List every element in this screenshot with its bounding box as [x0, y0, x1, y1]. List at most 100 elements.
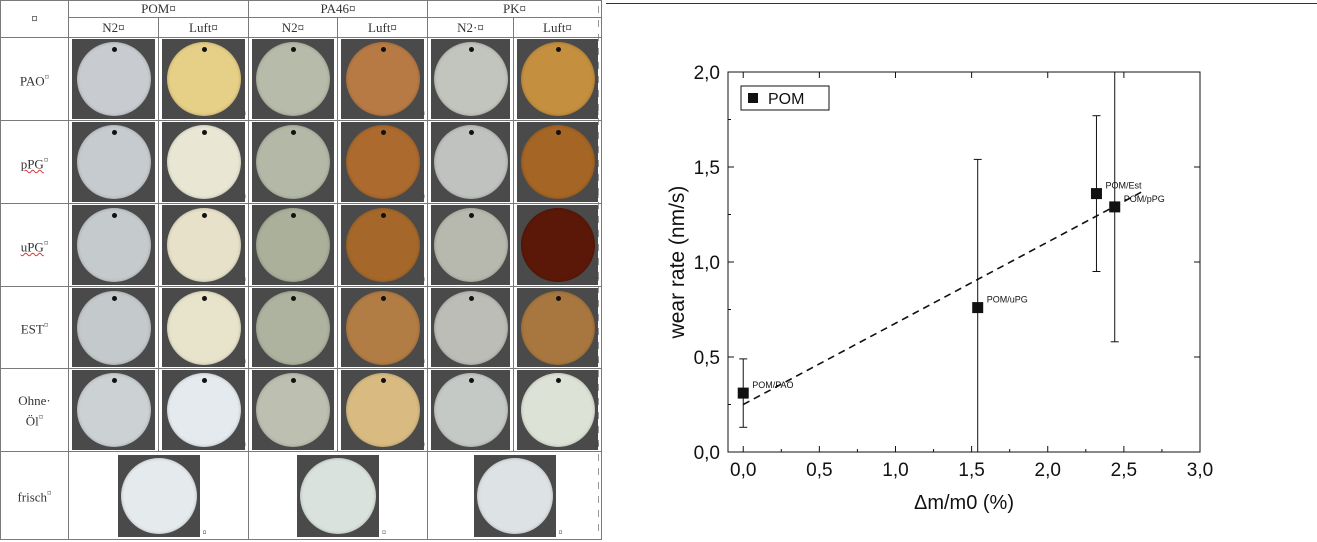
sample-photo — [473, 454, 556, 537]
cell-mark: ¤ — [595, 440, 599, 450]
disc-hole — [291, 212, 296, 218]
point-label: POM/PAO — [752, 380, 793, 390]
disc-hole — [555, 295, 561, 301]
sample-photo — [162, 39, 245, 120]
sample-disc — [345, 373, 420, 448]
sample-disc — [520, 42, 595, 117]
sample-disc — [256, 124, 330, 199]
y-tick-label: 2,0 — [694, 63, 720, 84]
x-axis-label: Δm/m0 (%) — [914, 492, 1014, 514]
sample-disc — [256, 290, 330, 365]
sample-photo — [431, 204, 510, 285]
y-tick-label: 0,0 — [694, 443, 720, 464]
paragraph-mark: ¤ — [44, 72, 50, 83]
cell-mark: ¤ — [558, 527, 563, 537]
sample-photo-cell: ¤ — [158, 37, 249, 122]
subheader-pa46-luft: Luft¤ — [337, 17, 428, 39]
y-axis-label: wear rate (nm/s) — [666, 186, 689, 340]
sample-photo — [341, 204, 424, 285]
sample-photo-cell — [427, 202, 514, 287]
x-tick-label: 2,5 — [1111, 460, 1137, 481]
sample-photo-cell: ¤ — [158, 120, 249, 204]
x-tick-label: 1,0 — [882, 460, 908, 481]
sample-disc — [520, 124, 595, 199]
sample-photo — [517, 287, 598, 368]
sample-photo — [517, 204, 598, 285]
subheader-pom-luft: Luft¤ — [158, 17, 249, 39]
sample-photo-cell — [248, 285, 338, 370]
disc-hole — [111, 378, 117, 384]
sample-photo — [162, 204, 245, 285]
group-header-pa46: PA46¤ — [248, 0, 428, 19]
sample-disc — [256, 207, 330, 282]
paragraph-mark: ¤ — [43, 237, 49, 248]
sample-body: PAO¤ ¤ ¤ ¤ pPG¤ ¤ ¤ ¤ uPG¤ ¤ ¤ ¤ EST¤ ¤ ¤ ¤ Ohne· Öl¤ ¤ ¤ ¤ f… — [0, 37, 602, 540]
row-label-text: pPG — [20, 156, 44, 172]
table-row: PAO¤ ¤ ¤ ¤ — [0, 37, 602, 122]
disc-hole — [380, 129, 386, 135]
sample-photo-cell — [248, 202, 338, 287]
disc-hole — [468, 378, 474, 384]
sample-photo-cell — [427, 368, 514, 453]
cell-mark: ¤ — [595, 274, 599, 284]
sample-disc — [166, 373, 241, 448]
cell-mark: ¤ — [421, 109, 425, 119]
sample-photo — [517, 122, 598, 202]
sample-disc — [76, 373, 151, 448]
sample-photo-cell — [427, 120, 514, 204]
data-point — [1109, 201, 1121, 213]
disc-hole — [111, 212, 117, 218]
disc-hole — [468, 212, 474, 218]
cell-mark: ¤ — [421, 440, 425, 450]
paragraph-mark: ¤ — [43, 154, 49, 165]
y-tick-label: 0,5 — [694, 348, 720, 369]
sample-photo — [162, 122, 245, 202]
sample-disc — [520, 290, 595, 365]
row-label: pPG¤ — [0, 120, 69, 204]
sample-photo — [252, 39, 334, 120]
table-row: EST¤ ¤ ¤ ¤ — [0, 285, 602, 370]
top-rule — [606, 3, 1317, 4]
subheader-pk-luft: Luft¤ — [513, 17, 602, 39]
table-row: uPG¤ ¤ ¤ ¤ — [0, 202, 602, 287]
sample-disc — [520, 207, 595, 282]
x-tick-label: 0,0 — [730, 460, 756, 481]
disc-hole — [201, 212, 207, 218]
cell-mark: ¤ — [595, 109, 599, 119]
sample-photo — [431, 370, 510, 451]
sample-photo-cell — [68, 37, 159, 122]
sample-disc — [520, 373, 595, 448]
x-tick-label: 1,5 — [958, 460, 984, 481]
x-tick-label: 3,0 — [1187, 460, 1213, 481]
sample-photo-cell: ¤ — [513, 120, 602, 204]
row-label-text: PAO — [19, 73, 45, 89]
row-label-text: Öl — [25, 412, 39, 428]
disc-hole — [201, 378, 207, 384]
sample-photo — [252, 370, 334, 451]
row-label-text: EST — [20, 321, 44, 337]
row-label-text: frisch — [17, 489, 48, 505]
sample-photo — [341, 122, 424, 202]
sample-disc — [345, 42, 420, 117]
table-row: pPG¤ ¤ ¤ ¤ — [0, 120, 602, 204]
sample-photo-table: ¤ POM¤ PA46¤ PK¤ N2¤ Luft¤ N2¤ Luft¤ N2·… — [0, 0, 602, 540]
sample-disc — [166, 290, 241, 365]
subheader-pom-n2: N2¤ — [68, 17, 159, 39]
row-label-text: Ohne· — [18, 392, 51, 408]
disc-hole — [291, 295, 296, 301]
point-label: POM/pPG — [1124, 194, 1165, 204]
subheader-pk-n2: N2·¤ — [427, 17, 514, 39]
disc-hole — [201, 47, 207, 53]
sample-photo — [517, 370, 598, 451]
x-tick-label: 0,5 — [806, 460, 832, 481]
sample-disc — [345, 124, 420, 199]
cell-mark: ¤ — [242, 357, 246, 367]
sample-photo — [341, 370, 424, 451]
sample-photo-cell: ¤ — [337, 37, 428, 122]
sample-disc — [300, 457, 376, 534]
sample-disc — [76, 124, 151, 199]
paragraph-mark: ¤ — [43, 320, 49, 331]
data-point — [1090, 188, 1102, 200]
sample-disc — [76, 290, 151, 365]
sample-photo — [72, 122, 155, 202]
